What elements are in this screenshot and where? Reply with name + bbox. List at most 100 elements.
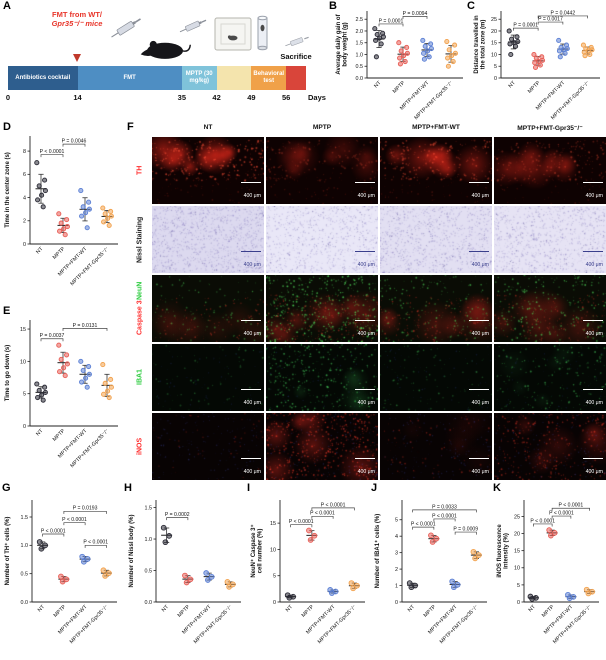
micrograph-1-1: 400 μm <box>266 206 378 273</box>
timeline-segment: Antibiotics cocktail <box>8 66 78 90</box>
data-point <box>79 379 85 385</box>
scale-bar-line <box>469 319 489 321</box>
scale-bar-label: 400 μm <box>585 400 603 406</box>
micrograph-row: IBA1 400 μm 400 μm 400 μm 400 μm <box>130 344 606 411</box>
data-point <box>205 577 211 583</box>
y-tick-label: 1.5 <box>21 515 29 521</box>
data-point <box>421 56 427 62</box>
micrograph-row: iNOS 400 μm 400 μm 400 μm 400 μm <box>130 413 606 480</box>
data-point <box>562 50 568 56</box>
data-point <box>42 389 48 395</box>
data-point <box>64 217 70 223</box>
y-tick-label: 10 <box>270 547 276 553</box>
scale-bar-label: 400 μm <box>471 331 489 337</box>
data-point <box>78 188 84 194</box>
data-point <box>582 53 588 59</box>
significance-bracket <box>533 523 553 527</box>
x-tick-label: MPTP+FMT-Gpr35⁻/⁻ <box>69 604 110 645</box>
micrograph-1-2: 400 μm <box>380 206 492 273</box>
x-tick-label: NT <box>407 604 417 614</box>
micrograph-grid: TH 400 μm 400 μm 400 μm 400 μm Nissl Staining… <box>130 137 606 480</box>
data-point <box>428 41 434 47</box>
data-point <box>372 26 378 32</box>
p-value-label: P = 0.0046 <box>62 139 87 145</box>
panel-k-label: K <box>493 482 501 494</box>
data-point <box>62 232 68 238</box>
y-tick-label: 2.5 <box>356 17 364 23</box>
p-value-label: P < 0.0001 <box>411 522 436 528</box>
y-axis-label: Time to go down (s) <box>5 345 11 402</box>
timeline-segment: MPTP (30 mg/kg) <box>181 66 217 90</box>
micrograph-3-2: 400 μm <box>380 344 492 411</box>
scale-bar: 400 μm <box>583 319 603 341</box>
scale-bar-label: 400 μm <box>357 400 375 406</box>
data-point <box>64 352 70 358</box>
panel-e-chart: 0 5 10 15 Time to go down (s) NT MPTP MPTP+FMT-… <box>2 312 126 482</box>
data-point <box>421 50 427 56</box>
p-value-label: P < 0.0001 <box>41 528 66 534</box>
micrograph-2-1: 400 μm <box>266 275 378 342</box>
data-point <box>531 51 537 58</box>
data-point <box>378 41 384 47</box>
data-point <box>187 576 194 583</box>
stain-row-label: TH <box>130 137 150 204</box>
data-point <box>80 204 86 210</box>
micrograph-column-headers: NT MPTP MPTP+FMT-WT MPTP+FMT-Gpr35⁻/⁻ <box>130 124 606 135</box>
chart-H-plot: 0.0 0.5 1.0 1.5 Number of Nissl body (%) NT MP… <box>129 500 241 645</box>
scale-bar: 400 μm <box>469 457 489 479</box>
data-point <box>329 590 335 596</box>
panel-a-label: A <box>3 0 11 12</box>
data-point <box>183 579 190 586</box>
data-point <box>208 573 215 580</box>
micrograph-image <box>266 275 378 342</box>
data-point <box>398 48 404 54</box>
data-point <box>513 43 519 49</box>
y-tick-label: 0.0 <box>21 600 29 606</box>
p-value-label: P = 0.0193 <box>73 506 98 512</box>
scale-bar-line <box>583 181 603 183</box>
micrograph-image <box>494 344 606 411</box>
data-point <box>557 54 563 60</box>
y-axis-label: Number of Nissl body (%) <box>129 514 135 587</box>
y-axis-label: iNOS fluorescence <box>497 524 503 578</box>
timeline-day: 42 <box>212 93 221 102</box>
data-point <box>106 395 112 401</box>
stain-row-label: IBA1 <box>130 344 150 411</box>
data-point <box>102 573 108 579</box>
data-point <box>101 391 107 397</box>
x-tick-label: MPTP+FMT-Gpr35⁻/⁻ <box>193 604 234 645</box>
data-point <box>62 373 68 379</box>
micrograph-image <box>152 413 264 480</box>
y-tick-label: 0.0 <box>356 76 364 82</box>
timeline-bar: Antibiotics cocktail FMT MPTP (30 mg/kg) Be… <box>8 66 306 90</box>
data-point <box>507 41 513 47</box>
significance-bracket <box>166 517 189 521</box>
scale-bar-line <box>355 250 375 252</box>
micrograph-0-0: 400 μm <box>152 137 264 204</box>
significance-bracket <box>311 507 355 511</box>
y-tick-label: 10 <box>20 359 26 365</box>
panel-c-label: C <box>467 0 475 12</box>
y-tick-label: 15 <box>514 549 520 555</box>
scale-bar-label: 400 μm <box>585 331 603 337</box>
data-point <box>580 42 586 48</box>
data-point <box>404 44 410 50</box>
significance-bracket <box>412 509 477 513</box>
y-tick-label: 4 <box>395 534 398 540</box>
syringe-icon <box>179 19 207 33</box>
p-value-label: P = 0.0037 <box>40 333 65 339</box>
data-point <box>166 533 172 539</box>
scale-bar-label: 400 μm <box>357 331 375 337</box>
x-tick-label: NT <box>37 604 47 614</box>
data-point <box>83 375 89 381</box>
micrograph-1-0: 400 μm <box>152 206 264 273</box>
y-tick-label: 2 <box>395 567 398 573</box>
data-point <box>81 558 87 565</box>
data-point <box>84 384 90 390</box>
data-point <box>587 51 593 58</box>
timeline-day: 49 <box>247 93 256 102</box>
x-tick-label: MPTP <box>527 80 542 95</box>
scale-bar-line <box>583 250 603 252</box>
y-tick-label: 0.5 <box>145 568 153 574</box>
p-value-label: P = 0.0094 <box>403 11 428 17</box>
